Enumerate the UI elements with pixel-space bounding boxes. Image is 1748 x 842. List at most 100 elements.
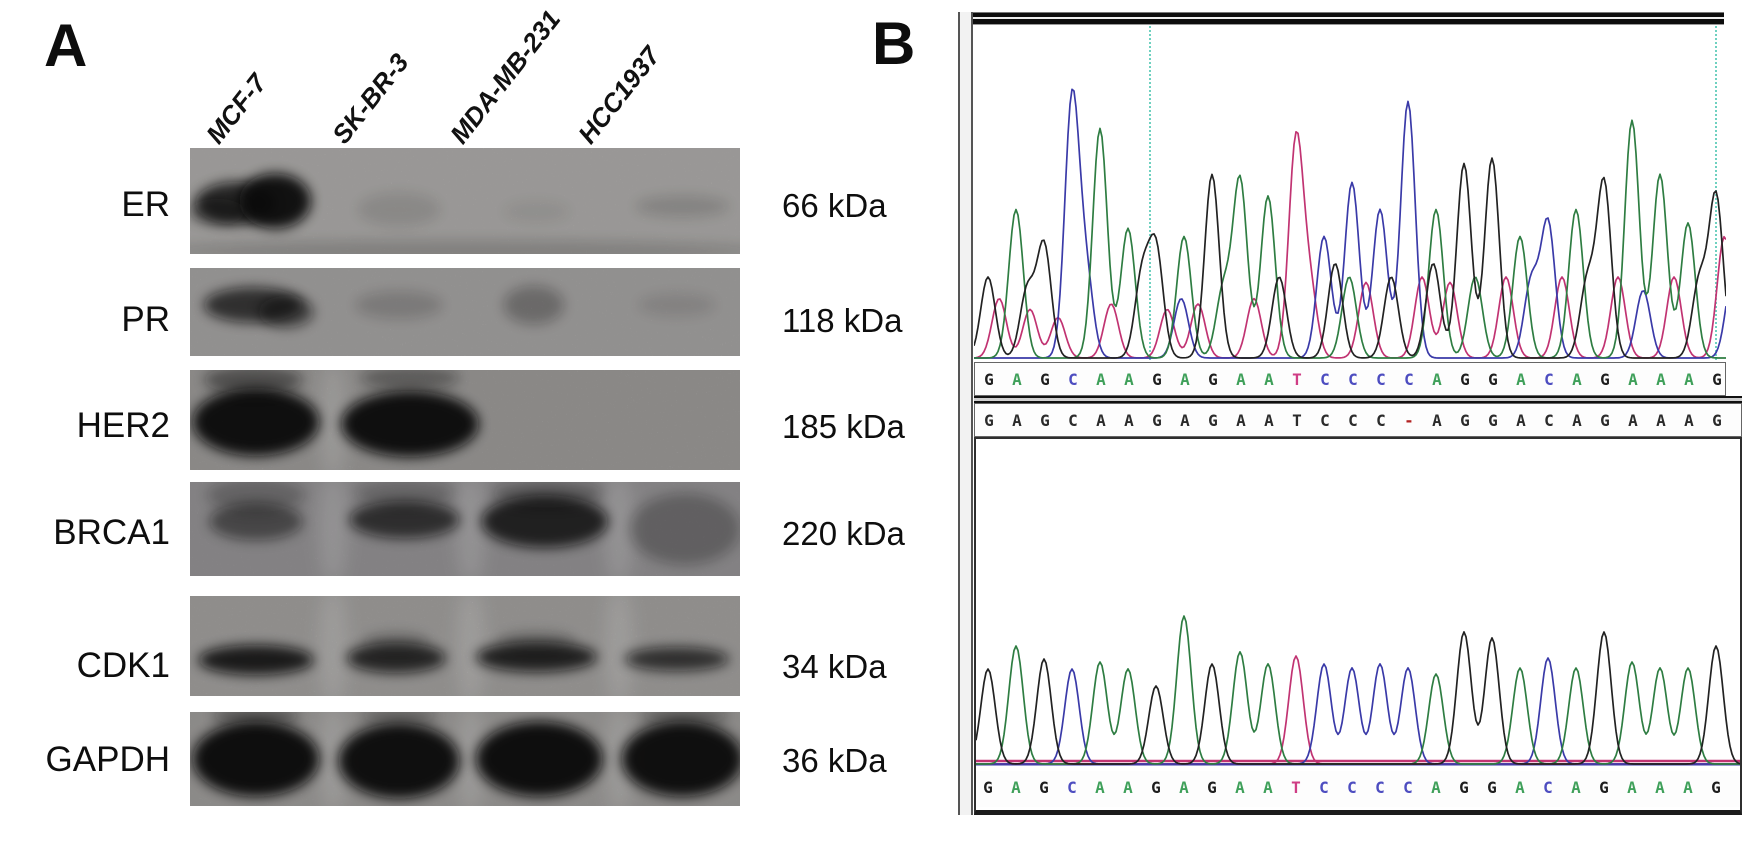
mutant-call-base-a-24: A	[1628, 370, 1638, 389]
wildtype-call-base-g-19: G	[1487, 778, 1497, 797]
wildtype-call-base-a-25: A	[1655, 778, 1665, 797]
mutant-call-base-c-16: C	[1404, 370, 1414, 389]
mutant-call-base-a-22: A	[1572, 370, 1582, 389]
wildtype-call-base-g-1: G	[983, 778, 993, 797]
wildtype-call-base-a-5: A	[1095, 778, 1105, 797]
reference-base-a-10: A	[1236, 411, 1246, 430]
wildtype-call-base-a-8: A	[1179, 778, 1189, 797]
reference-base-g-7: G	[1152, 411, 1162, 430]
mutant-call-base-a-20: A	[1516, 370, 1526, 389]
reference-base-g-19: G	[1488, 411, 1498, 430]
mutant-call-base-t-12: T	[1292, 370, 1302, 389]
blot-strip-cdk1	[190, 596, 740, 696]
wildtype-call-base-c-15: C	[1375, 778, 1385, 797]
wildtype-call-base-a-10: A	[1235, 778, 1245, 797]
mutant-call-base-c-13: C	[1320, 370, 1330, 389]
reference-base-a-6: A	[1124, 411, 1134, 430]
reference-base-c-14: C	[1348, 411, 1358, 430]
reference-base-c-21: C	[1544, 411, 1554, 430]
mutant-call-base-a-5: A	[1096, 370, 1106, 389]
chromatogram-top-bar	[958, 12, 1724, 25]
mutant-call-base-a-2: A	[1012, 370, 1022, 389]
molecular-weight-label-cdk1: 34 kDa	[782, 648, 887, 685]
wildtype-call-base-t-12: T	[1291, 778, 1301, 797]
protein-label-er: ER	[121, 185, 170, 224]
reference-base-g-23: G	[1600, 411, 1610, 430]
blot-bands-pr	[190, 268, 740, 356]
mutant-call-base-g-19: G	[1488, 370, 1498, 389]
chromatogram-bottom-trace	[976, 615, 1740, 766]
mutant-call-base-a-6: A	[1124, 370, 1134, 389]
molecular-weight-label-pr: 118 kDa	[782, 302, 903, 339]
wildtype-call-base-a-17: A	[1431, 778, 1441, 797]
sequence-separator-line	[974, 396, 1742, 403]
protein-label-gapdh: GAPDH	[45, 740, 170, 779]
reference-base-c-15: C	[1376, 411, 1386, 430]
mutant-call-base-c-14: C	[1348, 370, 1358, 389]
mutant-call-base-a-8: A	[1180, 370, 1190, 389]
wildtype-call-base-a-26: A	[1683, 778, 1693, 797]
blot-strip-er	[190, 148, 740, 254]
blot-bands-cdk1	[190, 596, 740, 696]
reference-base-a-26: A	[1684, 411, 1694, 430]
wildtype-call-base-a-11: A	[1263, 778, 1273, 797]
wildtype-call-base-a-2: A	[1011, 778, 1021, 797]
wildtype-call-base-g-23: G	[1599, 778, 1609, 797]
molecular-weight-label-her2: 185 kDa	[782, 408, 905, 445]
mutant-call-base-g-7: G	[1152, 370, 1162, 389]
wildtype-call-base-g-3: G	[1039, 778, 1049, 797]
blot-bands-er	[190, 148, 740, 254]
wildtype-call-base-c-4: C	[1067, 778, 1077, 797]
panel-b-label: B	[872, 10, 916, 77]
mutant-call-base-a-26: A	[1684, 370, 1694, 389]
wildtype-call-base-c-21: C	[1543, 778, 1553, 797]
wildtype-call-base-g-18: G	[1459, 778, 1469, 797]
protein-label-cdk1: CDK1	[76, 646, 170, 685]
panel-a-label: A	[44, 12, 88, 79]
reference-base-g-27: G	[1712, 411, 1722, 430]
wildtype-call-base-a-20: A	[1515, 778, 1525, 797]
mutant-call-base-a-25: A	[1656, 370, 1666, 389]
wildtype-call-base-a-6: A	[1123, 778, 1133, 797]
protein-label-pr: PR	[121, 300, 170, 339]
reference-base-c-4: C	[1068, 411, 1078, 430]
molecular-weight-label-brca1: 220 kDa	[782, 515, 905, 552]
protein-label-brca1: BRCA1	[53, 513, 170, 552]
reference-base-a-11: A	[1264, 411, 1274, 430]
mutant-call-base-g-3: G	[1040, 370, 1050, 389]
wildtype-call-base-c-13: C	[1319, 778, 1329, 797]
mutant-call-base-c-21: C	[1544, 370, 1554, 389]
cell-line-label-mda-mb-231: MDA-MB-231	[443, 4, 567, 150]
mutant-call-base-g-23: G	[1600, 370, 1610, 389]
chromatogram-bottom-box	[974, 437, 1742, 815]
mutant-call-base-a-10: A	[1236, 370, 1246, 389]
reference-base-g-1: G	[984, 411, 994, 430]
blot-bands-gapdh	[190, 712, 740, 806]
reference-base-a-24: A	[1628, 411, 1638, 430]
reference-base-a-22: A	[1572, 411, 1582, 430]
reference-base-g-9: G	[1208, 411, 1218, 430]
reference-base-a-5: A	[1096, 411, 1106, 430]
blot-bands-brca1	[190, 482, 740, 576]
wildtype-call-base-c-16: C	[1403, 778, 1413, 797]
cell-line-label-hcc1937: HCC1937	[571, 40, 666, 150]
mutant-call-base-a-17: A	[1432, 370, 1442, 389]
mutant-call-base-a-11: A	[1264, 370, 1274, 389]
blot-strip-pr	[190, 268, 740, 356]
reference-base-g-3: G	[1040, 411, 1050, 430]
wildtype-call-base-g-9: G	[1207, 778, 1217, 797]
wildtype-call-base-a-24: A	[1627, 778, 1637, 797]
wildtype-call-base-g-27: G	[1711, 778, 1721, 797]
molecular-weight-label-er: 66 kDa	[782, 187, 887, 224]
chromatogram-left-rail	[958, 12, 973, 815]
blot-strip-brca1	[190, 482, 740, 576]
reference-base-c-13: C	[1320, 411, 1330, 430]
reference-base-a-20: A	[1516, 411, 1526, 430]
reference-base-a-17: A	[1432, 411, 1442, 430]
mutant-call-base-g-18: G	[1460, 370, 1470, 389]
reference-base-t-12: T	[1292, 411, 1302, 430]
